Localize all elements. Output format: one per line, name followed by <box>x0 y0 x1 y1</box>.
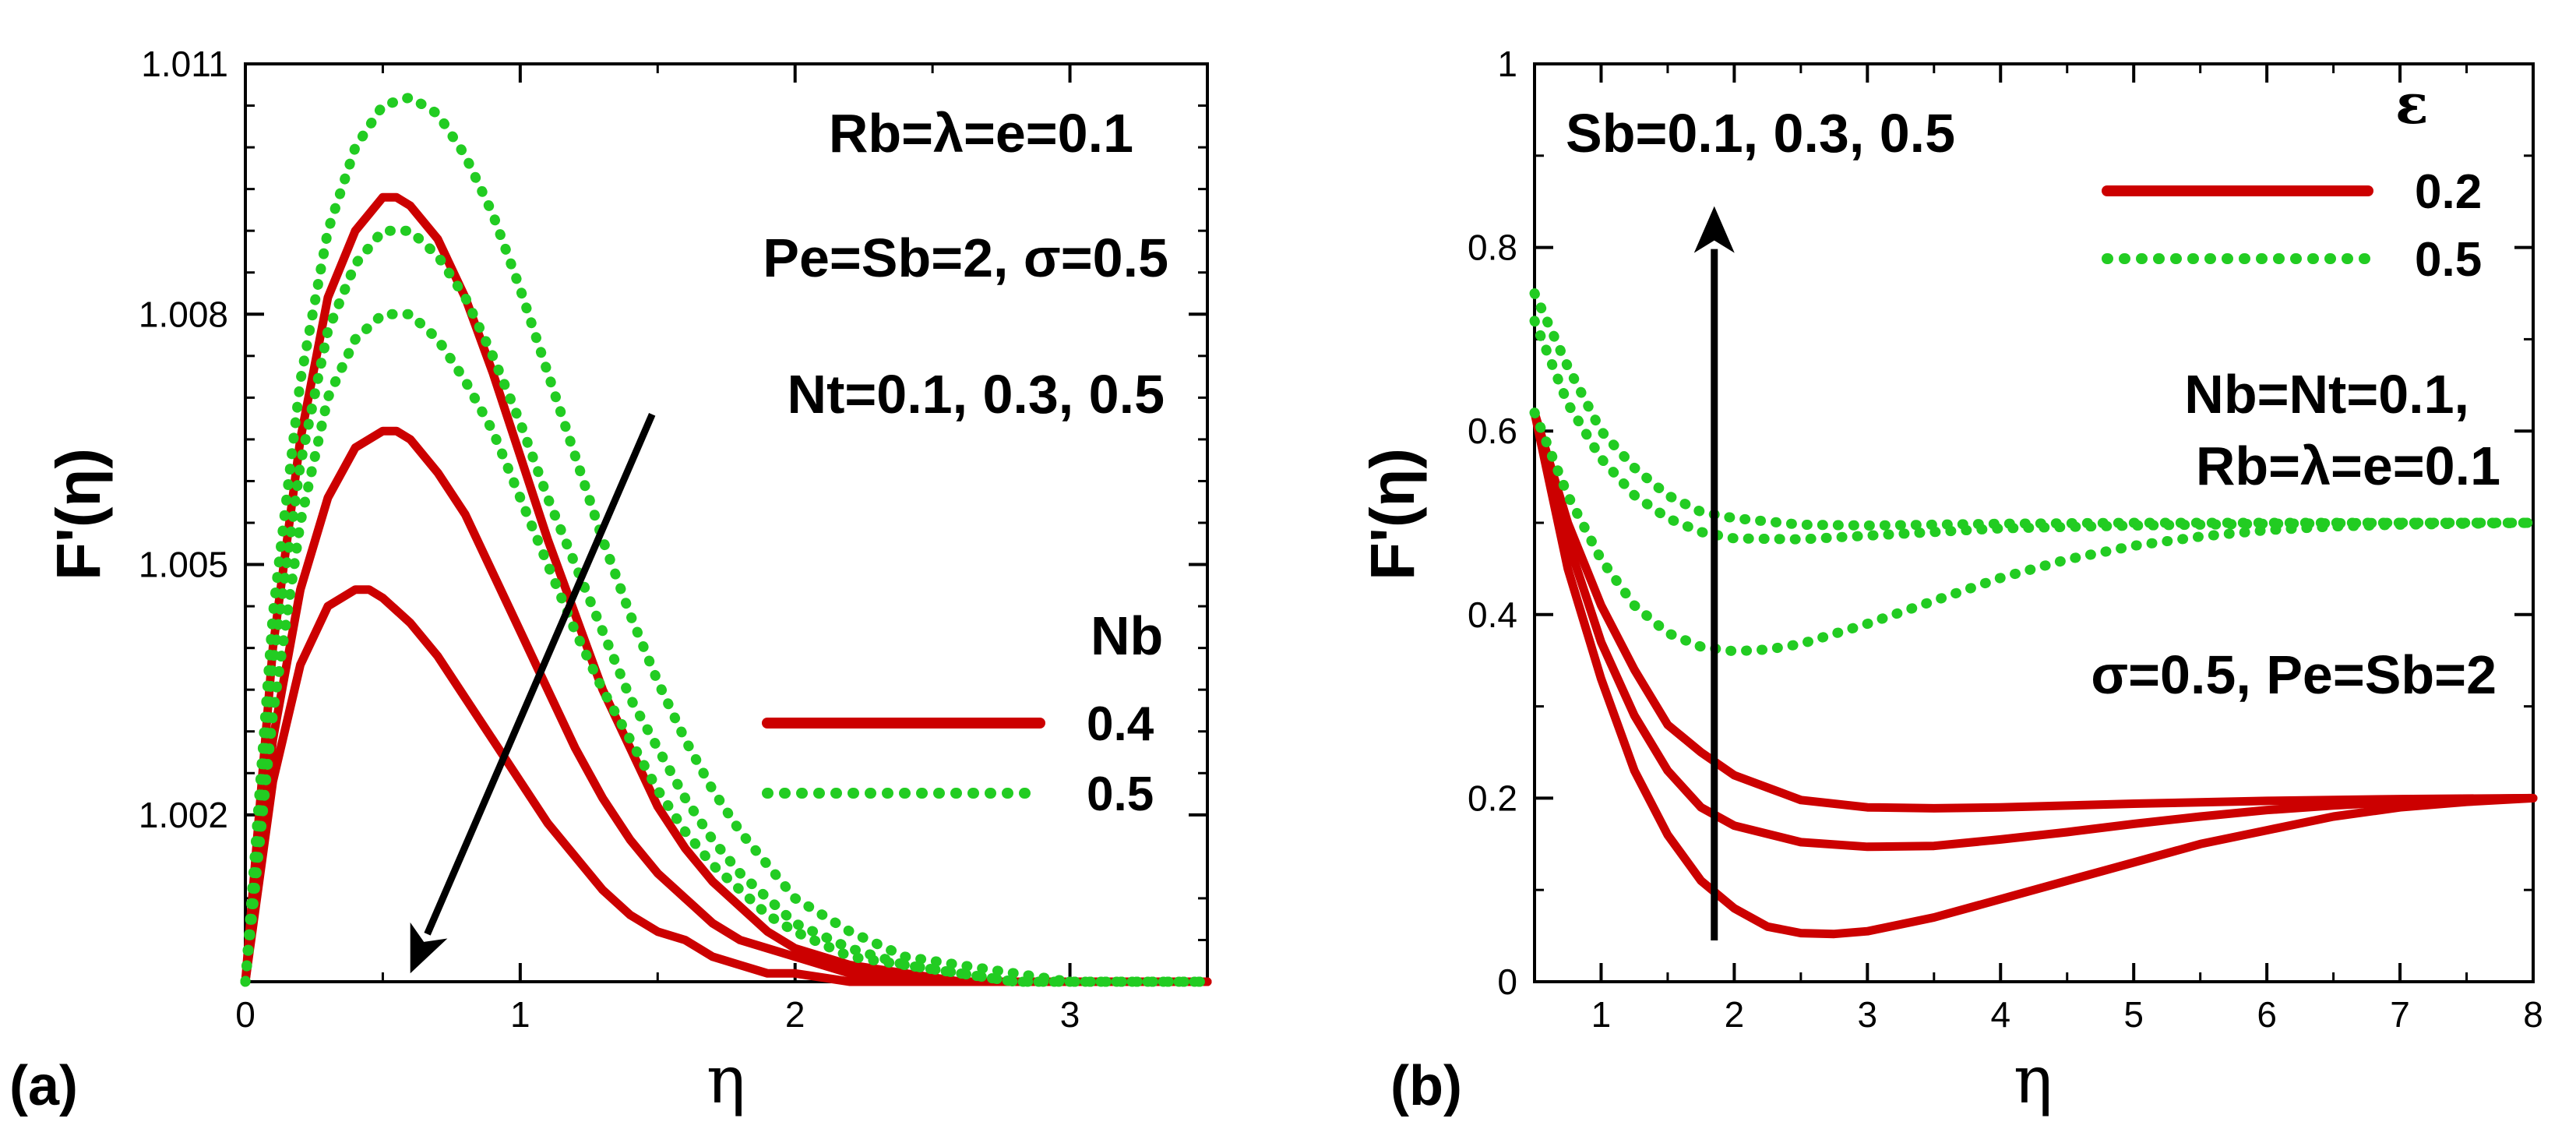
x-tick-label: 2 <box>785 994 805 1035</box>
x-tick-label: 4 <box>1990 994 2010 1035</box>
panel-b-y-axis-title: F'(η) <box>1358 448 1427 580</box>
y-tick-label: 1 <box>1497 44 1517 84</box>
panel-b: 1 2 3 4 5 6 7 8 0 0.2 0.4 0.6 0.8 1 F'(η) η (b) Sb=0.… <box>1358 44 2543 1118</box>
y-tick-label: 1.002 <box>139 795 228 835</box>
panel-b-legend-label-1: 0.2 <box>2415 165 2482 219</box>
y-tick-label: 0.2 <box>1468 778 1517 818</box>
panel-a-x-axis-title: η <box>707 1042 745 1118</box>
series-line-solid-2 <box>1530 408 2538 852</box>
y-tick-label: 0.8 <box>1468 228 1517 268</box>
series-line-dotted-5 <box>1529 316 2539 545</box>
panel-a-annotation-1: Rb=λ=e=0.1 <box>829 103 1133 164</box>
x-tick-label: 8 <box>2523 994 2543 1035</box>
x-tick-label: 6 <box>2257 994 2277 1035</box>
panel-b-ticks <box>1535 62 2535 983</box>
panel-b-series <box>1529 288 2539 939</box>
x-tick-label: 0 <box>235 994 255 1035</box>
panel-a-label: (a) <box>9 1055 78 1117</box>
panel-a-legend-label-2: 0.5 <box>1087 767 1154 821</box>
panel-b-arrow <box>1693 206 1735 940</box>
panel-a-annotation-2: Pe=Sb=2, σ=0.5 <box>763 228 1168 288</box>
x-tick-label: 2 <box>1725 994 1745 1035</box>
panel-a-series <box>240 92 1213 987</box>
panel-a-tick-labels: 0 1 2 3 1.002 1.005 1.008 1.011 <box>139 44 1080 1035</box>
panel-b-annotation-2: Nb=Nt=0.1, <box>2184 364 2469 425</box>
panel-a-y-axis-title: F'(η) <box>44 448 113 580</box>
series-line-solid-2 <box>241 426 1212 986</box>
panel-b-annotation-3: Rb=λ=e=0.1 <box>2196 436 2500 496</box>
panel-b-legend: ε 0.2 0.5 <box>2102 72 2482 287</box>
series-line-dotted-4 <box>240 92 1213 987</box>
series-line-dotted-5 <box>240 225 1213 987</box>
panel-a-arrow <box>410 412 656 974</box>
panel-b-arrow-head <box>1693 206 1735 253</box>
panel-a-arrow-head <box>410 922 448 974</box>
panel-a-legend-title: Nb <box>1091 605 1163 666</box>
panel-a-legend: Nb 0.4 0.5 <box>762 605 1163 821</box>
panel-a-legend-label-1: 0.4 <box>1087 697 1154 751</box>
series-line-solid-1 <box>1530 408 2538 939</box>
series-line-dotted-6 <box>1529 288 2539 531</box>
x-tick-label: 1 <box>510 994 530 1035</box>
y-tick-label: 0 <box>1497 961 1517 1002</box>
panel-b-x-axis-title: η <box>2014 1042 2053 1118</box>
x-tick-label: 1 <box>1591 994 1612 1035</box>
panel-b-annotation-1: Sb=0.1, 0.3, 0.5 <box>1566 103 1955 164</box>
series-line-solid-3 <box>1530 408 2538 813</box>
panel-b-annotation-4: σ=0.5, Pe=Sb=2 <box>2091 644 2497 705</box>
x-tick-label: 3 <box>1060 994 1080 1035</box>
panel-a: 0 1 2 3 1.002 1.005 1.008 1.011 F'(η) η (a) Rb=… <box>9 44 1213 1118</box>
panel-b-label: (b) <box>1390 1055 1462 1117</box>
panel-b-legend-title: ε <box>2395 72 2429 136</box>
panel-a-arrow-shaft <box>424 412 656 936</box>
x-tick-label: 5 <box>2123 994 2144 1035</box>
series-line-solid-3 <box>241 585 1212 986</box>
x-tick-label: 3 <box>1858 994 1878 1035</box>
y-tick-label: 1.005 <box>139 545 228 585</box>
x-tick-label: 7 <box>2390 994 2410 1035</box>
y-tick-label: 0.6 <box>1468 411 1517 451</box>
panel-a-annotation-3: Nt=0.1, 0.3, 0.5 <box>788 364 1165 425</box>
y-tick-label: 1.011 <box>141 44 228 84</box>
panel-b-legend-label-2: 0.5 <box>2415 233 2482 287</box>
y-tick-label: 0.4 <box>1468 594 1517 635</box>
panel-b-tick-labels: 1 2 3 4 5 6 7 8 0 0.2 0.4 0.6 0.8 1 <box>1468 44 2543 1035</box>
y-tick-label: 1.008 <box>139 294 228 334</box>
series-line-dotted-6 <box>240 309 1213 987</box>
